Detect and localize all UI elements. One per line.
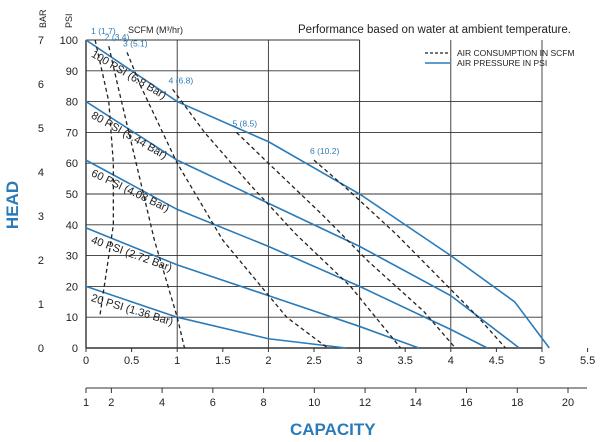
legend-solid-label: AIR PRESSURE IN PSI xyxy=(457,58,547,68)
lpm-tick: 6 xyxy=(210,397,216,409)
bar-tick: 5 xyxy=(38,123,44,135)
bar-tick: 0 xyxy=(38,343,44,355)
psi-tick: 90 xyxy=(66,66,78,78)
bar-tick: 4 xyxy=(38,167,44,179)
lpm-tick: 16 xyxy=(460,397,472,409)
scfm-header: SCFM (M³/hr) xyxy=(128,25,183,35)
gpm-tick: 2 xyxy=(265,355,271,367)
psi-tick: 0 xyxy=(72,343,78,355)
air-curve xyxy=(172,88,402,349)
gpm-tick: 5 xyxy=(539,355,545,367)
pressure-curve xyxy=(85,39,550,349)
y-axis-title: HEAD xyxy=(3,181,22,229)
lpm-tick: 14 xyxy=(410,397,422,409)
air-curve xyxy=(313,159,507,349)
lpm-tick: 4 xyxy=(159,397,165,409)
x-axis-title: CAPACITY xyxy=(290,420,376,439)
psi-tick: 100 xyxy=(60,35,78,47)
gpm-tick: 2.5 xyxy=(306,355,321,367)
gpm-tick: 1 xyxy=(174,355,180,367)
pressure-curve-label: 40 PSI (2.72 Bar) xyxy=(90,234,174,274)
psi-tick: 10 xyxy=(66,312,78,324)
psi-tick: 40 xyxy=(66,220,78,232)
air-curve xyxy=(94,39,115,318)
air-consumption-curves: 1 (1.7)2 (3.4)3 (5.1) 4 (6.8) 5 (8.5) 6 (10… xyxy=(91,26,507,349)
pressure-curve-label: 60 PSI (4.08 Bar) xyxy=(89,167,171,214)
lpm-tick: 8 xyxy=(261,397,267,409)
gpm-tick: 3 xyxy=(357,355,363,367)
lpm-tick: 2 xyxy=(108,397,114,409)
psi-tick: 20 xyxy=(66,281,78,293)
chart-note: Performance based on water at ambient te… xyxy=(298,24,571,36)
bar-tick: 6 xyxy=(38,79,44,91)
psi-tick: 70 xyxy=(66,127,78,139)
air-curve-label: 5 (8.5) xyxy=(232,118,257,128)
bar-tick: 1 xyxy=(38,299,44,311)
air-curve-label: 1 (1.7) xyxy=(91,26,116,36)
legend-dashed-label: AIR CONSUMPTION IN SCFM xyxy=(457,48,575,58)
gpm-tick: 4 xyxy=(448,355,454,367)
air-curve-label: 2 (3.4) xyxy=(105,32,130,42)
psi-unit-label: PSI xyxy=(64,13,74,28)
air-curve xyxy=(126,52,329,349)
psi-tick: 60 xyxy=(66,158,78,170)
lpm-tick: 1 xyxy=(83,397,89,409)
psi-tick: 80 xyxy=(66,97,78,109)
pressure-curve xyxy=(85,100,520,349)
air-curve xyxy=(236,131,456,349)
bar-tick: 2 xyxy=(38,255,44,267)
air-curve-label: 3 (5.1) xyxy=(123,38,148,48)
air-curve-label: 6 (10.2) xyxy=(310,146,339,156)
bar-tick: 3 xyxy=(38,211,44,223)
gpm-tick: 3.5 xyxy=(398,355,413,367)
psi-tick: 30 xyxy=(66,251,78,263)
pressure-curve xyxy=(85,227,420,349)
pressure-curve-label: 100 PSI (6.8 Bar) xyxy=(89,48,168,102)
pressure-curve xyxy=(85,159,488,349)
pressure-curve xyxy=(85,285,347,349)
lpm-tick: 10 xyxy=(308,397,320,409)
gpm-tick: 4.5 xyxy=(489,355,504,367)
lpm-tick: 18 xyxy=(511,397,523,409)
air-curve xyxy=(108,46,186,349)
psi-tick: 50 xyxy=(66,189,78,201)
lpm-tick: 20 xyxy=(562,397,574,409)
gpm-tick: 0 xyxy=(83,355,89,367)
gpm-tick: 1.5 xyxy=(215,355,230,367)
lpm-tick: 12 xyxy=(359,397,371,409)
gpm-tick: 0.5 xyxy=(124,355,139,367)
air-curve-label: 4 (6.8) xyxy=(169,75,194,85)
bar-tick: 7 xyxy=(38,35,44,47)
bar-unit-label: BAR xyxy=(38,9,48,28)
gpm-tick: 5.5 xyxy=(580,355,595,367)
